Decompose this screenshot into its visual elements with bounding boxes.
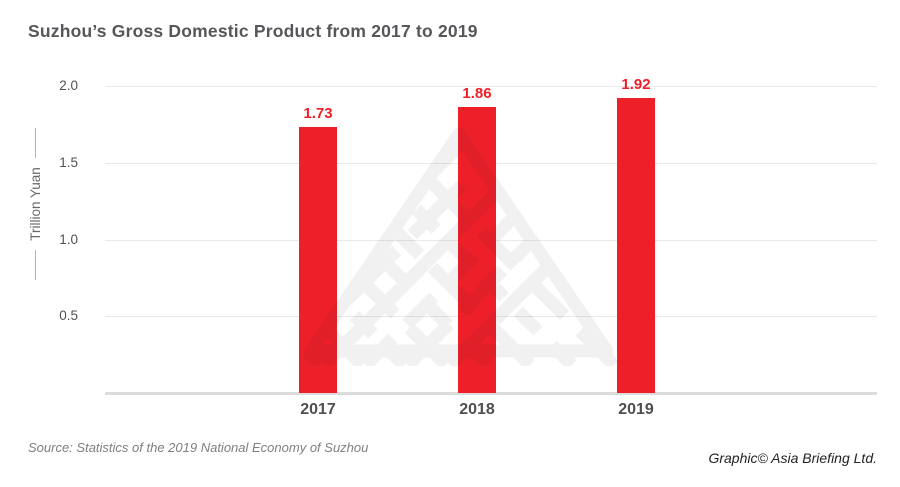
y-tick-label: 1.0 [59,232,78,247]
y-tick-label: 2.0 [59,78,78,93]
credit-note: Graphic© Asia Briefing Ltd. [708,450,877,466]
bar-2017 [299,127,337,393]
y-tick-label: 1.5 [59,155,78,170]
y-axis-title-label: Trillion Yuan [27,167,43,241]
bar-2019 [617,98,655,393]
x-tick-label: 2018 [459,401,495,418]
bar-value-label: 1.92 [621,76,651,93]
x-tick-label: 2019 [618,401,654,418]
x-tick-label: 2017 [300,401,336,418]
source-note: Source: Statistics of the 2019 National … [28,440,369,455]
gridline-2.0 [105,86,877,87]
chart-title: Suzhou’s Gross Domestic Product from 201… [28,21,478,41]
bar-value-label: 1.73 [303,105,333,122]
x-axis-line [105,392,877,395]
y-axis-dash-bottom [34,128,36,159]
y-axis-title: Trillion Yuan [27,119,43,289]
bar-2018 [458,107,496,393]
y-tick-label: 0.5 [59,308,78,323]
bar-value-label: 1.86 [462,85,492,102]
y-axis-dash-top [34,249,36,280]
